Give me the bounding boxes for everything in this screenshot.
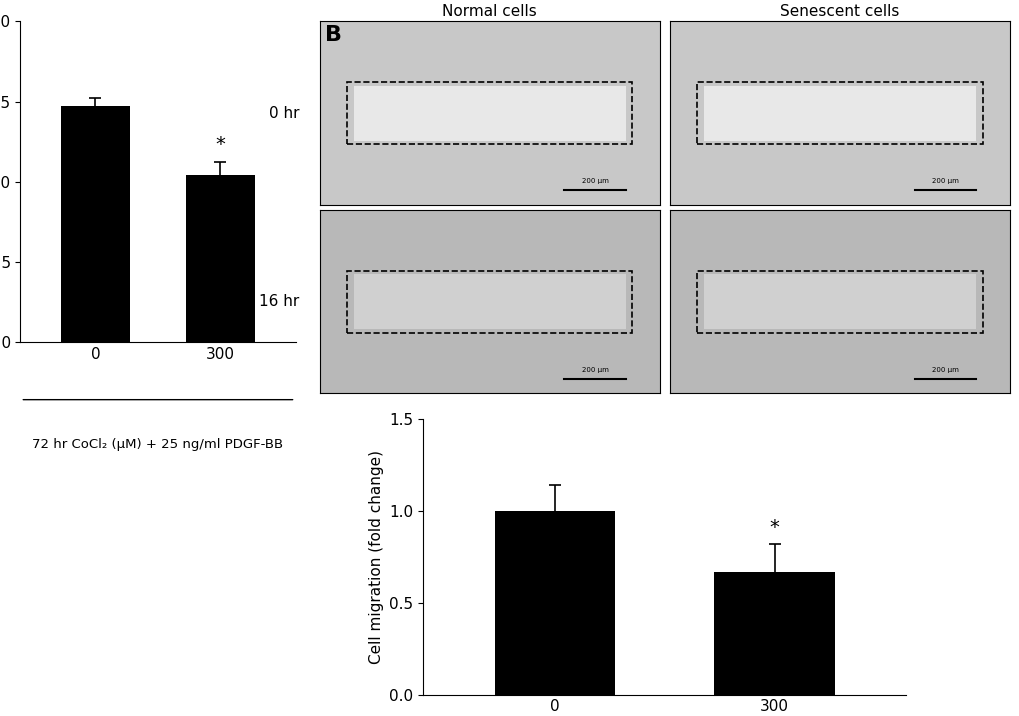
Text: B: B — [324, 25, 341, 45]
Text: *: * — [768, 518, 779, 536]
Bar — [494, 511, 614, 695]
Text: 0 hr: 0 hr — [268, 105, 299, 120]
Text: 200 μm: 200 μm — [581, 178, 608, 185]
Text: 16 hr: 16 hr — [259, 294, 299, 309]
Bar — [703, 86, 975, 140]
Text: 72 hr CoCl₂ (μM) + 25 ng/ml PDGF-BB: 72 hr CoCl₂ (μM) + 25 ng/ml PDGF-BB — [33, 438, 283, 451]
Bar — [346, 271, 632, 333]
Bar — [696, 82, 981, 144]
Bar — [354, 86, 625, 140]
Bar — [61, 107, 129, 342]
Bar — [696, 271, 981, 333]
Text: 200 μm: 200 μm — [930, 367, 958, 373]
Bar — [354, 274, 625, 329]
Bar — [703, 274, 975, 329]
Text: *: * — [215, 135, 225, 155]
Bar — [185, 175, 255, 342]
Text: 200 μm: 200 μm — [930, 178, 958, 185]
Bar — [713, 571, 835, 695]
Text: 200 μm: 200 μm — [581, 367, 608, 373]
Y-axis label: Cell migration (fold change): Cell migration (fold change) — [369, 450, 383, 664]
Bar — [346, 82, 632, 144]
Title: Senescent cells: Senescent cells — [780, 4, 899, 19]
Title: Normal cells: Normal cells — [442, 4, 536, 19]
